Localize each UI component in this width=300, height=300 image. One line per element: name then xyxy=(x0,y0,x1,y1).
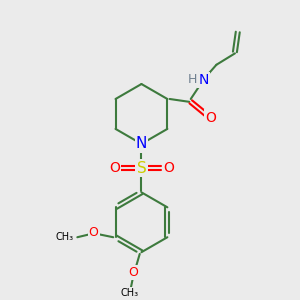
Text: H: H xyxy=(188,73,197,85)
Text: CH₃: CH₃ xyxy=(56,232,74,242)
Text: N: N xyxy=(198,73,209,87)
Text: S: S xyxy=(136,160,146,175)
Text: CH₃: CH₃ xyxy=(121,288,139,298)
Text: O: O xyxy=(109,161,120,175)
Text: O: O xyxy=(205,110,216,124)
Text: O: O xyxy=(163,161,174,175)
Text: N: N xyxy=(136,136,147,152)
Text: O: O xyxy=(128,266,138,279)
Text: O: O xyxy=(88,226,98,239)
